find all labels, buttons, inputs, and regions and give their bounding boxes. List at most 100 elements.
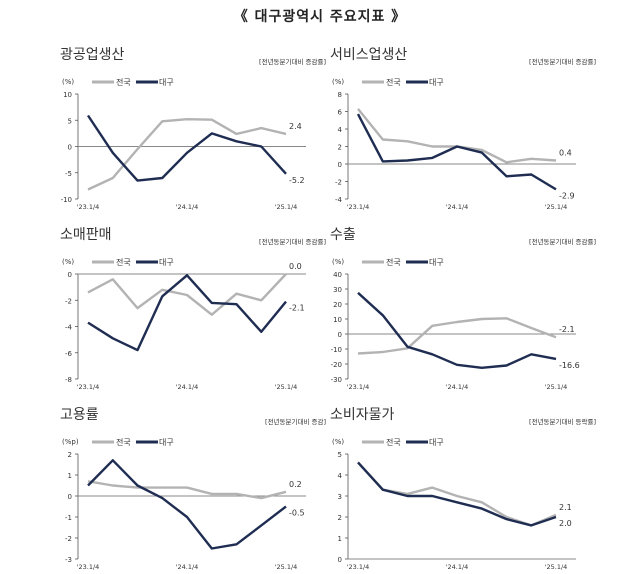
legend-label-daegu: 대구 <box>159 438 174 447</box>
y-tick-label: 2 <box>68 451 72 459</box>
x-tick-label: '24.1/4 <box>446 203 469 211</box>
end-label-national: 2.4 <box>289 122 302 131</box>
end-label-national: 0.4 <box>559 149 572 158</box>
y-unit-label: (%) <box>332 438 344 446</box>
legend-label-national: 전국 <box>386 437 401 447</box>
y-tick-label: -8 <box>65 376 72 384</box>
end-label-national: -2.1 <box>559 325 575 334</box>
y-tick-label: -2 <box>335 179 342 187</box>
y-tick-label: 3 <box>338 493 342 501</box>
y-tick-label: 0 <box>338 556 342 564</box>
x-tick-label: '25.1/4 <box>545 383 568 391</box>
y-tick-label: -6 <box>65 350 73 358</box>
line-chart: (%) 전국 대구 0 1 2 3 4 5 '23.1/4 '24.1/4 '25.1/4 2.1 2.0 <box>326 404 596 574</box>
legend-label-national: 전국 <box>386 77 401 87</box>
x-tick-label: '25.1/4 <box>275 203 298 211</box>
page-title: 《 대구광역시 주요지표 》 <box>0 6 640 26</box>
end-label-daegu: 2.0 <box>559 519 572 528</box>
y-tick-label: 0 <box>68 271 72 279</box>
y-tick-label: 10 <box>63 91 72 99</box>
series-line-national <box>358 109 556 162</box>
series-line-national <box>358 462 556 525</box>
end-label-national: 0.0 <box>289 262 302 271</box>
legend-label-daegu: 대구 <box>429 438 444 447</box>
y-tick-label: -10 <box>331 346 342 354</box>
end-label-daegu: -2.9 <box>559 191 575 200</box>
legend-label-national: 전국 <box>116 77 131 87</box>
end-label-national: 0.2 <box>289 480 302 489</box>
end-label-daegu: -5.2 <box>289 176 305 185</box>
end-label-daegu: -2.1 <box>289 304 305 313</box>
legend-label-daegu: 대구 <box>159 258 174 267</box>
y-tick-label: -30 <box>331 376 342 384</box>
legend-label-daegu: 대구 <box>159 78 174 87</box>
end-label-daegu: -0.5 <box>289 509 305 518</box>
y-tick-label: 4 <box>338 472 343 480</box>
y-tick-label: 1 <box>338 535 342 543</box>
x-tick-label: '25.1/4 <box>275 383 298 391</box>
legend-label-national: 전국 <box>386 257 401 267</box>
x-tick-label: '25.1/4 <box>545 203 568 211</box>
y-tick-label: 5 <box>68 117 72 125</box>
y-tick-label: 8 <box>338 91 342 99</box>
series-line-daegu <box>358 462 556 525</box>
x-tick-label: '24.1/4 <box>176 203 199 211</box>
y-unit-label: (%) <box>332 258 344 266</box>
x-tick-label: '23.1/4 <box>77 383 100 391</box>
y-tick-label: -1 <box>65 514 72 522</box>
y-tick-label: 4 <box>338 126 343 134</box>
y-tick-label: 5 <box>338 451 342 459</box>
end-label-national: 2.1 <box>559 503 572 512</box>
x-tick-label: '23.1/4 <box>347 383 370 391</box>
y-tick-label: 6 <box>338 109 343 117</box>
line-chart: (%) 전국 대구 -4 -2 0 2 4 6 8 '23.1/4 '24.1/4 '25.1/4 0.4… <box>326 44 596 214</box>
x-tick-label: '23.1/4 <box>77 203 100 211</box>
legend-label-daegu: 대구 <box>429 78 444 87</box>
y-tick-label: 30 <box>333 286 342 294</box>
line-chart: (%) 전국 대구 -8 -6 -4 -2 0 '23.1/4 '24.1/4 '25.1/4 0.0… <box>56 224 326 394</box>
x-tick-label: '23.1/4 <box>347 203 370 211</box>
legend-label-national: 전국 <box>116 437 131 447</box>
y-tick-label: -5 <box>65 170 72 178</box>
y-unit-label: (%) <box>332 78 344 86</box>
x-tick-label: '24.1/4 <box>446 383 469 391</box>
y-tick-label: -3 <box>65 556 72 564</box>
series-line-national <box>358 318 556 353</box>
y-tick-label: -4 <box>335 196 343 204</box>
y-tick-label: 40 <box>333 271 342 279</box>
y-tick-label: 20 <box>333 301 342 309</box>
y-tick-label: -20 <box>331 361 342 369</box>
x-tick-label: '25.1/4 <box>275 563 298 571</box>
legend-label-daegu: 대구 <box>429 258 444 267</box>
y-unit-label: (%p) <box>62 438 79 446</box>
x-tick-label: '24.1/4 <box>446 563 469 571</box>
x-tick-label: '23.1/4 <box>347 563 370 571</box>
y-tick-label: 2 <box>338 144 342 152</box>
legend-label-national: 전국 <box>116 257 131 267</box>
y-tick-label: 10 <box>333 316 342 324</box>
x-tick-label: '25.1/4 <box>545 563 568 571</box>
series-line-daegu <box>88 460 286 548</box>
series-line-daegu <box>358 114 556 189</box>
y-unit-label: (%) <box>62 258 74 266</box>
y-unit-label: (%) <box>62 78 74 86</box>
y-tick-label: 2 <box>338 514 342 522</box>
y-tick-label: -2 <box>65 297 72 305</box>
y-tick-label: -10 <box>61 196 72 204</box>
x-tick-label: '24.1/4 <box>176 383 199 391</box>
y-tick-label: 0 <box>68 493 72 501</box>
y-tick-label: 0 <box>338 161 342 169</box>
y-tick-label: -4 <box>65 324 73 332</box>
y-tick-label: -2 <box>65 535 72 543</box>
y-tick-label: 1 <box>68 472 72 480</box>
x-tick-label: '24.1/4 <box>176 563 199 571</box>
